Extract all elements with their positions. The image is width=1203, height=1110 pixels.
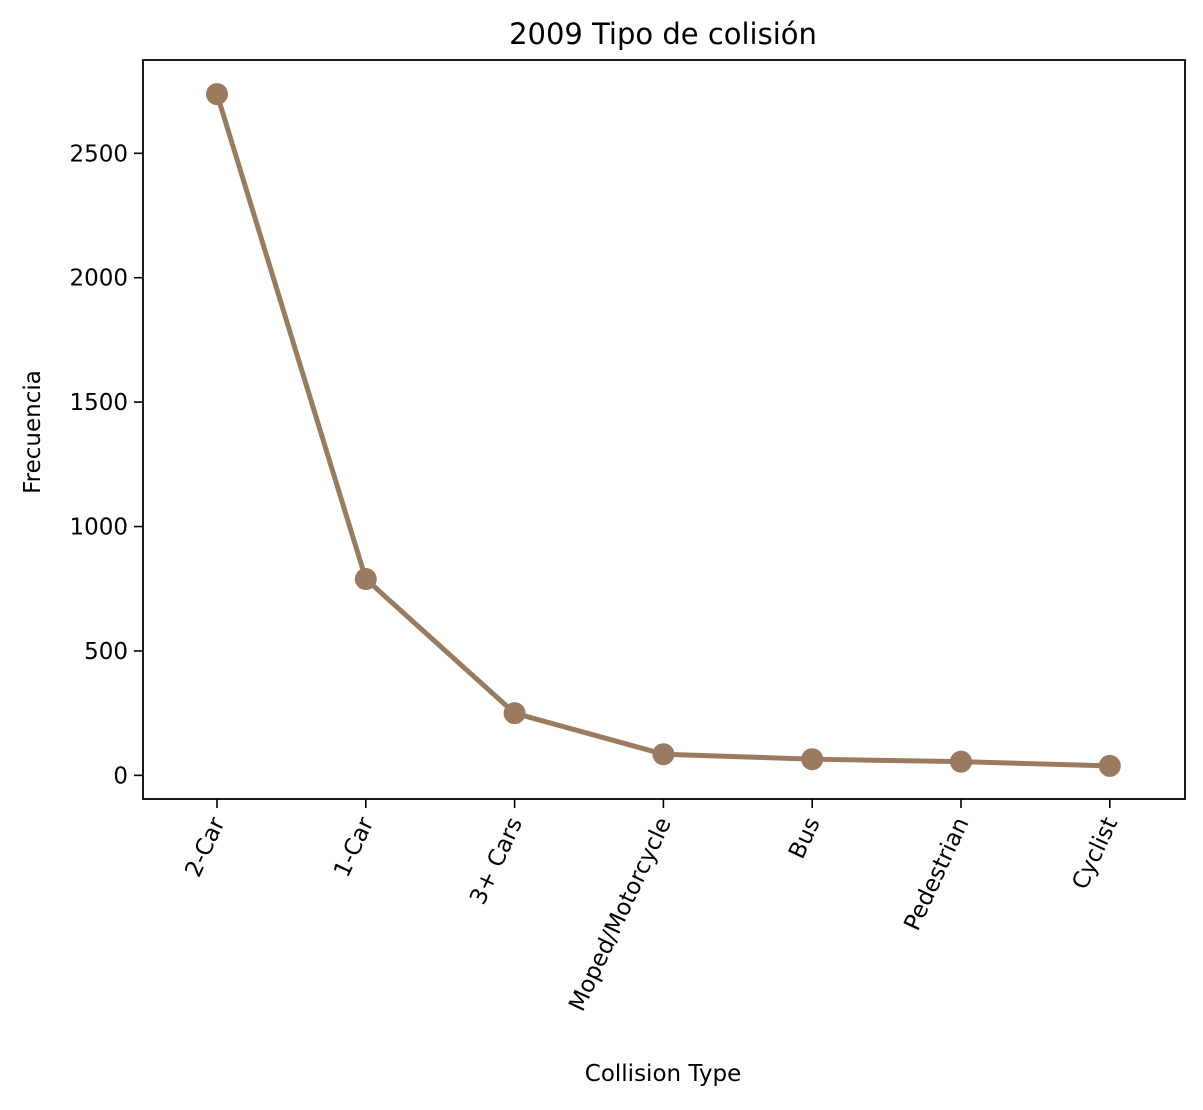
data-point (1098, 754, 1121, 777)
x-tick-label: 2-Car (180, 813, 230, 881)
data-point (801, 748, 824, 771)
data-point (503, 702, 526, 725)
y-tick-label: 0 (113, 763, 128, 789)
y-tick-label: 2500 (69, 141, 128, 167)
y-tick-label: 500 (84, 639, 128, 665)
y-tick-label: 2000 (69, 266, 128, 292)
x-tick-label: 1-Car (329, 813, 379, 881)
x-tick-label: 3+ Cars (465, 814, 528, 909)
y-tick-label: 1500 (69, 390, 128, 416)
plot-area (142, 59, 1186, 800)
data-point (206, 83, 228, 106)
x-tick-label: Moped/Motorcycle (564, 814, 676, 1016)
x-tick-label: Pedestrian (900, 814, 975, 935)
x-tick-label: Bus (784, 814, 825, 863)
data-point (652, 743, 675, 766)
y-axis: 0 500 1000 1500 2000 2500 (69, 141, 143, 789)
x-tick-label: Cyclist (1068, 814, 1124, 894)
chart-title: 2009 Tipo de colisión (509, 17, 817, 51)
data-point (950, 750, 972, 773)
plot-frame (142, 59, 1186, 800)
data-point (354, 568, 377, 591)
data-series (206, 83, 1121, 777)
y-axis-title: Frecuencia (20, 370, 46, 494)
x-axis: 2-Car 1-Car 3+ Cars Moped/Motorcycle Bus Pede… (180, 799, 1123, 1015)
y-tick-label: 1000 (69, 515, 128, 541)
series-line (214, 91, 1113, 769)
x-axis-title: Collision Type (585, 1061, 741, 1087)
